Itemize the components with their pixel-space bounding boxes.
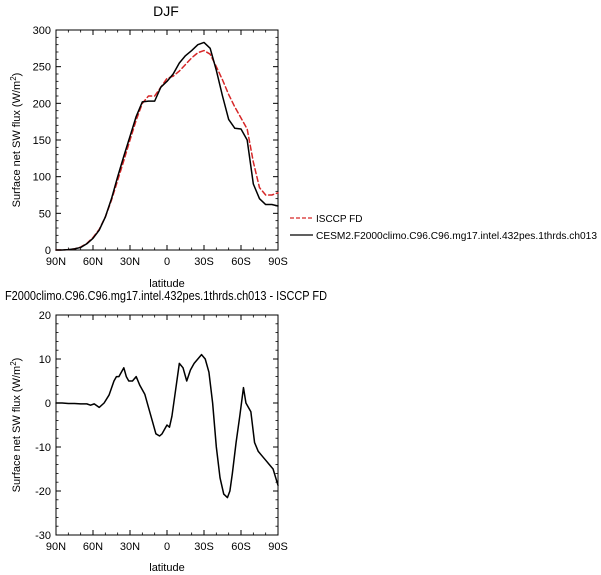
y-tick-label: 100 — [33, 172, 51, 184]
y-tick-label: 0 — [45, 398, 51, 410]
y-tick-label: 0 — [45, 245, 51, 257]
x-tick-label: 90S — [268, 256, 288, 268]
chart-title-bottom: F2000climo.C96.C96.mg17.intel.432pes.1th… — [5, 289, 327, 303]
x-tick-label: 30N — [120, 256, 140, 268]
y-axis-label-bottom-text: Surface net SW flux (W/m — [11, 366, 23, 493]
series-lines-top — [55, 41, 279, 251]
x-tick-label: 30N — [120, 541, 140, 553]
x-tick-label: 90N — [46, 256, 66, 268]
x-axis-label-bottom: latitude — [149, 562, 184, 574]
y-tick-label: 300 — [33, 25, 51, 37]
y-tick-label: -30 — [35, 530, 51, 542]
y-tick-label: -20 — [35, 486, 51, 498]
legend-label-cesm2: CESM2.F2000climo.C96.C96.mg17.intel.432p… — [316, 231, 597, 242]
y-tick-label: 20 — [39, 310, 51, 322]
y-tick-label: 200 — [33, 98, 51, 110]
y-tick-label: 50 — [39, 208, 51, 220]
chart-title-top: DJF — [153, 3, 179, 19]
y-tick-label: -10 — [35, 442, 51, 454]
y-tick-label: 10 — [39, 354, 51, 366]
y-axis-label-bottom-end: ) — [11, 358, 23, 362]
x-tick-label: 60S — [231, 256, 251, 268]
y-axis-label-top-end: ) — [11, 73, 23, 77]
y-axis-label-top: Surface net SW flux (W/m2) — [9, 73, 23, 208]
y-axis-label-top-sup: 2 — [9, 76, 18, 81]
x-tick-label: 0 — [164, 541, 170, 553]
x-tick-label: 60N — [83, 541, 103, 553]
x-tick-label: 60N — [83, 256, 103, 268]
y-axis-label-bottom: Surface net SW flux (W/m2) — [9, 358, 23, 493]
x-tick-label: 60S — [231, 541, 251, 553]
x-tick-label: 30S — [194, 541, 214, 553]
legend-label-isccp: ISCCP FD — [316, 214, 363, 225]
x-tick-label: 0 — [164, 256, 170, 268]
axis-ticks-top: 90N 60N 30N 0 30S 60S 90S 0 50 100 150 200 250 300 — [33, 25, 288, 268]
plot-frame-top — [55, 29, 279, 251]
series-line-cesm2 — [55, 41, 279, 251]
y-axis-label-top-text: Surface net SW flux (W/m — [11, 81, 23, 208]
x-axis-label-top: latitude — [149, 278, 184, 290]
legend: ISCCP FD CESM2.F2000climo.C96.C96.mg17.i… — [290, 214, 597, 242]
x-tick-label: 30S — [194, 256, 214, 268]
series-line-difference — [55, 353, 279, 499]
y-tick-label: 150 — [33, 135, 51, 147]
x-tick-label: 90S — [268, 541, 288, 553]
series-lines-bottom — [55, 353, 279, 499]
x-tick-label: 90N — [46, 541, 66, 553]
axis-ticks-bottom: 90N 60N 30N 0 30S 60S 90S -30 -20 -10 0 10 20 — [35, 310, 288, 553]
y-tick-label: 250 — [33, 62, 51, 74]
y-axis-label-bottom-sup: 2 — [9, 361, 18, 366]
top-panel: DJF Surface net SW flux (W/m2) latitude … — [9, 3, 597, 290]
bottom-panel: F2000climo.C96.C96.mg17.intel.432pes.1th… — [5, 289, 327, 574]
